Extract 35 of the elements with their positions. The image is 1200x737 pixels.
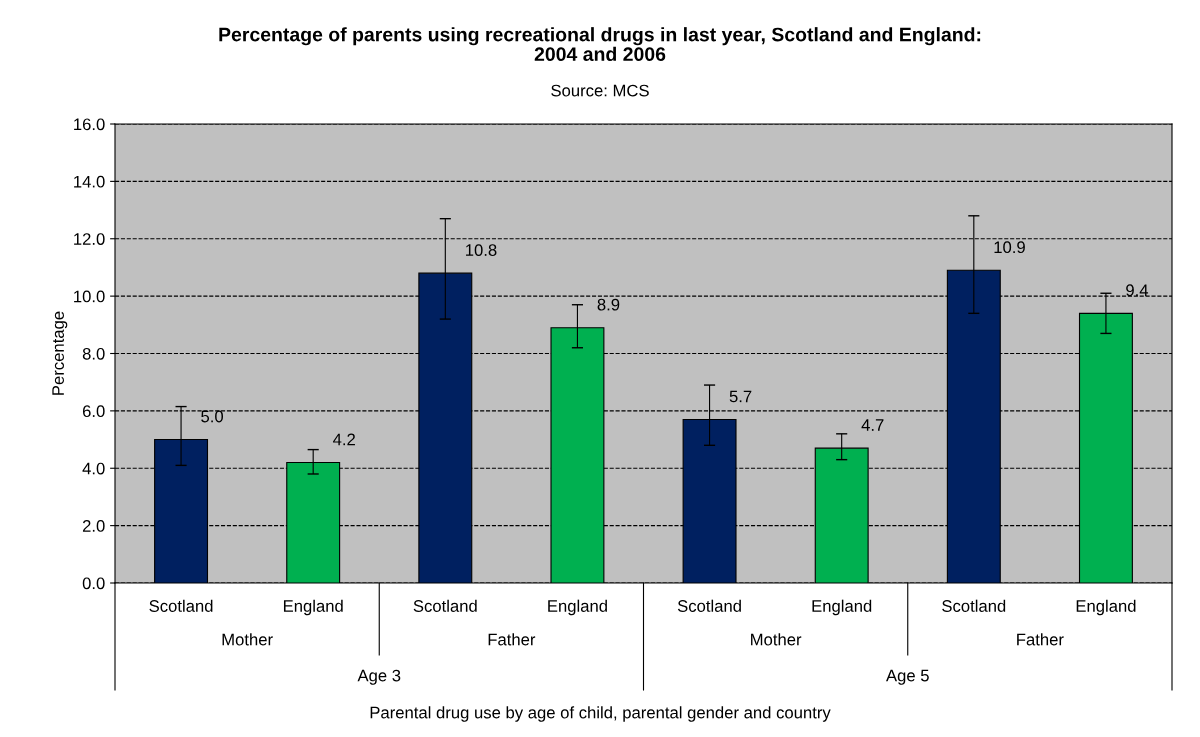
data-label: 8.9 (597, 298, 620, 311)
y-tick-label: 16.0 (74, 118, 105, 131)
text: Father (488, 633, 536, 646)
y-tick-label: 14.0 (74, 175, 105, 188)
y-tick-label: 10.0 (74, 290, 105, 303)
data-label: 4.7 (861, 419, 884, 431)
text: Mother (222, 633, 273, 646)
x-tick-label: England (548, 599, 607, 616)
x-tick-label: Scotland (942, 599, 1006, 612)
data-label: 9.4 (1126, 284, 1149, 297)
y-tick-label: 8.0 (82, 347, 105, 360)
y-tick-label: 2.0 (82, 520, 105, 532)
text: Father (1017, 633, 1064, 646)
x-tick-label: Scotland (413, 599, 477, 612)
y-tick-label: 4.0 (82, 462, 105, 475)
x-tick-label: England (1076, 599, 1136, 616)
data-label: 10.9 (994, 241, 1025, 254)
text: Parental drug use by age of child, parental gender and country (370, 706, 831, 722)
text: Mother (751, 633, 802, 646)
y-axis-title: Percentage (52, 311, 68, 395)
text: Age 5 (886, 669, 929, 685)
data-label: 5.7 (729, 390, 752, 403)
y-tick-label: 0.0 (82, 577, 105, 590)
x-tick-label: England (812, 599, 872, 616)
chart-title: Percentage of parents using recreational drugs in last year, Scotland and England: 2004 and 2006 (219, 27, 981, 62)
x-tick-label: England (283, 599, 343, 616)
x-tick-label: Scotland (149, 599, 213, 612)
data-label: 4.2 (333, 433, 355, 446)
chart-subtitle: Source: MCS (551, 84, 649, 97)
y-tick-label: 12.0 (74, 233, 105, 245)
data-label: 10.8 (466, 244, 497, 256)
data-label: 5.0 (201, 410, 224, 423)
y-tick-label: 6.0 (82, 405, 105, 418)
x-tick-label: Scotland (677, 599, 741, 612)
text: Age 3 (357, 669, 401, 685)
